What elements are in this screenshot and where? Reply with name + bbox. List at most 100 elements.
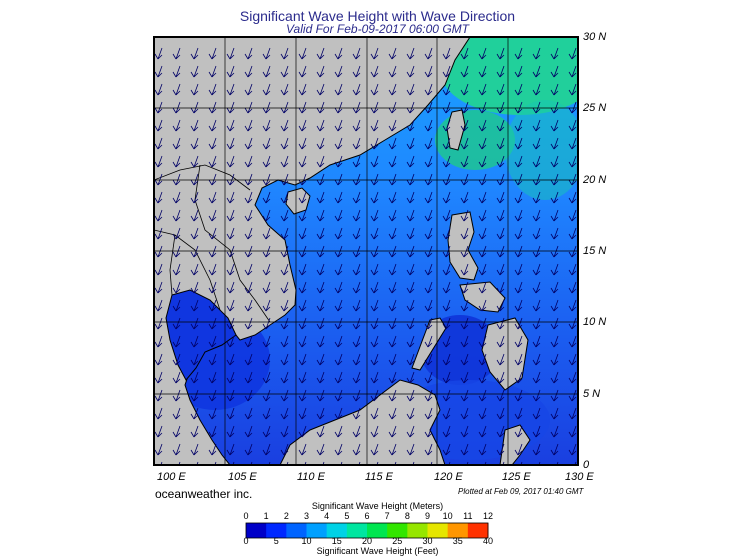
wave-arrow <box>190 389 199 402</box>
wave-arrow <box>208 317 217 330</box>
wave-arrow <box>178 461 181 465</box>
wave-arrow <box>514 371 523 384</box>
wave-arrow <box>496 173 505 186</box>
wave-arrow <box>550 407 559 420</box>
wave-arrow <box>208 335 217 348</box>
wave-arrow <box>370 371 379 384</box>
wave-arrow <box>208 191 217 204</box>
wave-arrow <box>316 209 325 222</box>
wave-arrow <box>226 425 235 438</box>
wave-arrow <box>394 461 397 465</box>
wave-arrow <box>190 245 199 258</box>
wave-arrow <box>352 137 361 150</box>
wave-arrow <box>496 227 505 240</box>
wave-arrow <box>196 461 199 465</box>
colorbar-segment <box>346 523 368 538</box>
wave-arrow <box>424 299 433 312</box>
wave-arrow <box>466 461 469 465</box>
colorbar-meters-tick: 0 <box>243 511 249 521</box>
wave-arrow <box>226 173 235 186</box>
wave-arrow <box>154 443 163 456</box>
wave-arrow <box>226 335 235 348</box>
wave-arrow <box>190 83 199 96</box>
wave-arrow <box>496 335 505 348</box>
wave-arrow <box>208 443 217 456</box>
wave-arrow <box>154 155 163 168</box>
wave-arrow <box>244 101 253 114</box>
wave-arrow <box>424 155 433 168</box>
wave-arrow <box>406 353 415 366</box>
wave-arrow <box>370 335 379 348</box>
wave-arrow <box>262 83 271 96</box>
wave-arrow <box>244 83 253 96</box>
wave-arrow <box>280 389 289 402</box>
wave-arrow <box>190 101 199 114</box>
wave-arrow <box>208 263 217 276</box>
wave-arrow <box>244 173 253 186</box>
wave-arrow <box>334 191 343 204</box>
wave-arrow <box>154 263 163 276</box>
wave-arrow <box>172 209 181 222</box>
wave-arrow <box>388 227 397 240</box>
wave-arrow <box>154 317 163 330</box>
wave-arrow <box>568 389 577 402</box>
wave-arrow <box>460 425 469 438</box>
wave-arrow <box>514 299 523 312</box>
wave-arrow <box>316 155 325 168</box>
wave-arrow <box>226 191 235 204</box>
lat-label-30n: 30 N <box>583 31 607 43</box>
wave-arrow <box>208 119 217 132</box>
lat-label-15n: 15 N <box>583 245 607 257</box>
colorbar-segment <box>407 523 428 538</box>
wave-arrow <box>208 389 217 402</box>
wave-arrow <box>352 209 361 222</box>
wave-arrow <box>298 119 307 132</box>
wave-arrow <box>370 245 379 258</box>
wave-arrow <box>460 65 469 78</box>
wave-arrow <box>502 461 505 465</box>
wave-arrow <box>316 263 325 276</box>
wave-arrow <box>316 119 325 132</box>
wave-arrow <box>280 83 289 96</box>
wave-arrow <box>154 47 163 60</box>
wave-arrow <box>460 245 469 258</box>
wave-arrow <box>496 263 505 276</box>
wave-arrow <box>496 155 505 168</box>
wave-arrow <box>550 425 559 438</box>
lat-label-5n: 5 N <box>583 388 601 400</box>
wave-arrow <box>406 173 415 186</box>
wave-arrow <box>514 209 523 222</box>
colorbar-meters-tick: 6 <box>364 511 370 521</box>
wave-arrow <box>424 101 433 114</box>
wave-arrow <box>442 299 451 312</box>
wave-arrow <box>244 209 253 222</box>
wave-arrow <box>334 83 343 96</box>
wave-arrow <box>280 191 289 204</box>
colorbar-segment <box>467 523 489 538</box>
wave-arrow <box>190 209 199 222</box>
wave-arrow <box>316 407 325 420</box>
wave-arrow <box>370 173 379 186</box>
colorbar <box>245 522 489 539</box>
wave-arrow <box>568 191 577 204</box>
wave-arrow <box>208 47 217 60</box>
wave-arrow <box>316 173 325 186</box>
wave-arrow <box>514 227 523 240</box>
wave-arrow <box>340 461 343 465</box>
lon-label-130e: 130 E <box>565 471 594 483</box>
wave-arrow <box>172 407 181 420</box>
wave-arrow <box>334 101 343 114</box>
wave-arrow <box>442 245 451 258</box>
wave-arrow <box>154 65 163 78</box>
wave-arrow <box>568 425 577 438</box>
wave-arrow <box>424 425 433 438</box>
wave-arrow <box>244 47 253 60</box>
wave-arrow <box>280 65 289 78</box>
wave-arrow <box>298 227 307 240</box>
wave-arrow <box>154 353 163 366</box>
wave-arrow <box>442 227 451 240</box>
wave-arrow <box>208 245 217 258</box>
wave-arrow <box>352 281 361 294</box>
wave-arrow <box>244 335 253 348</box>
wave-arrow <box>262 137 271 150</box>
